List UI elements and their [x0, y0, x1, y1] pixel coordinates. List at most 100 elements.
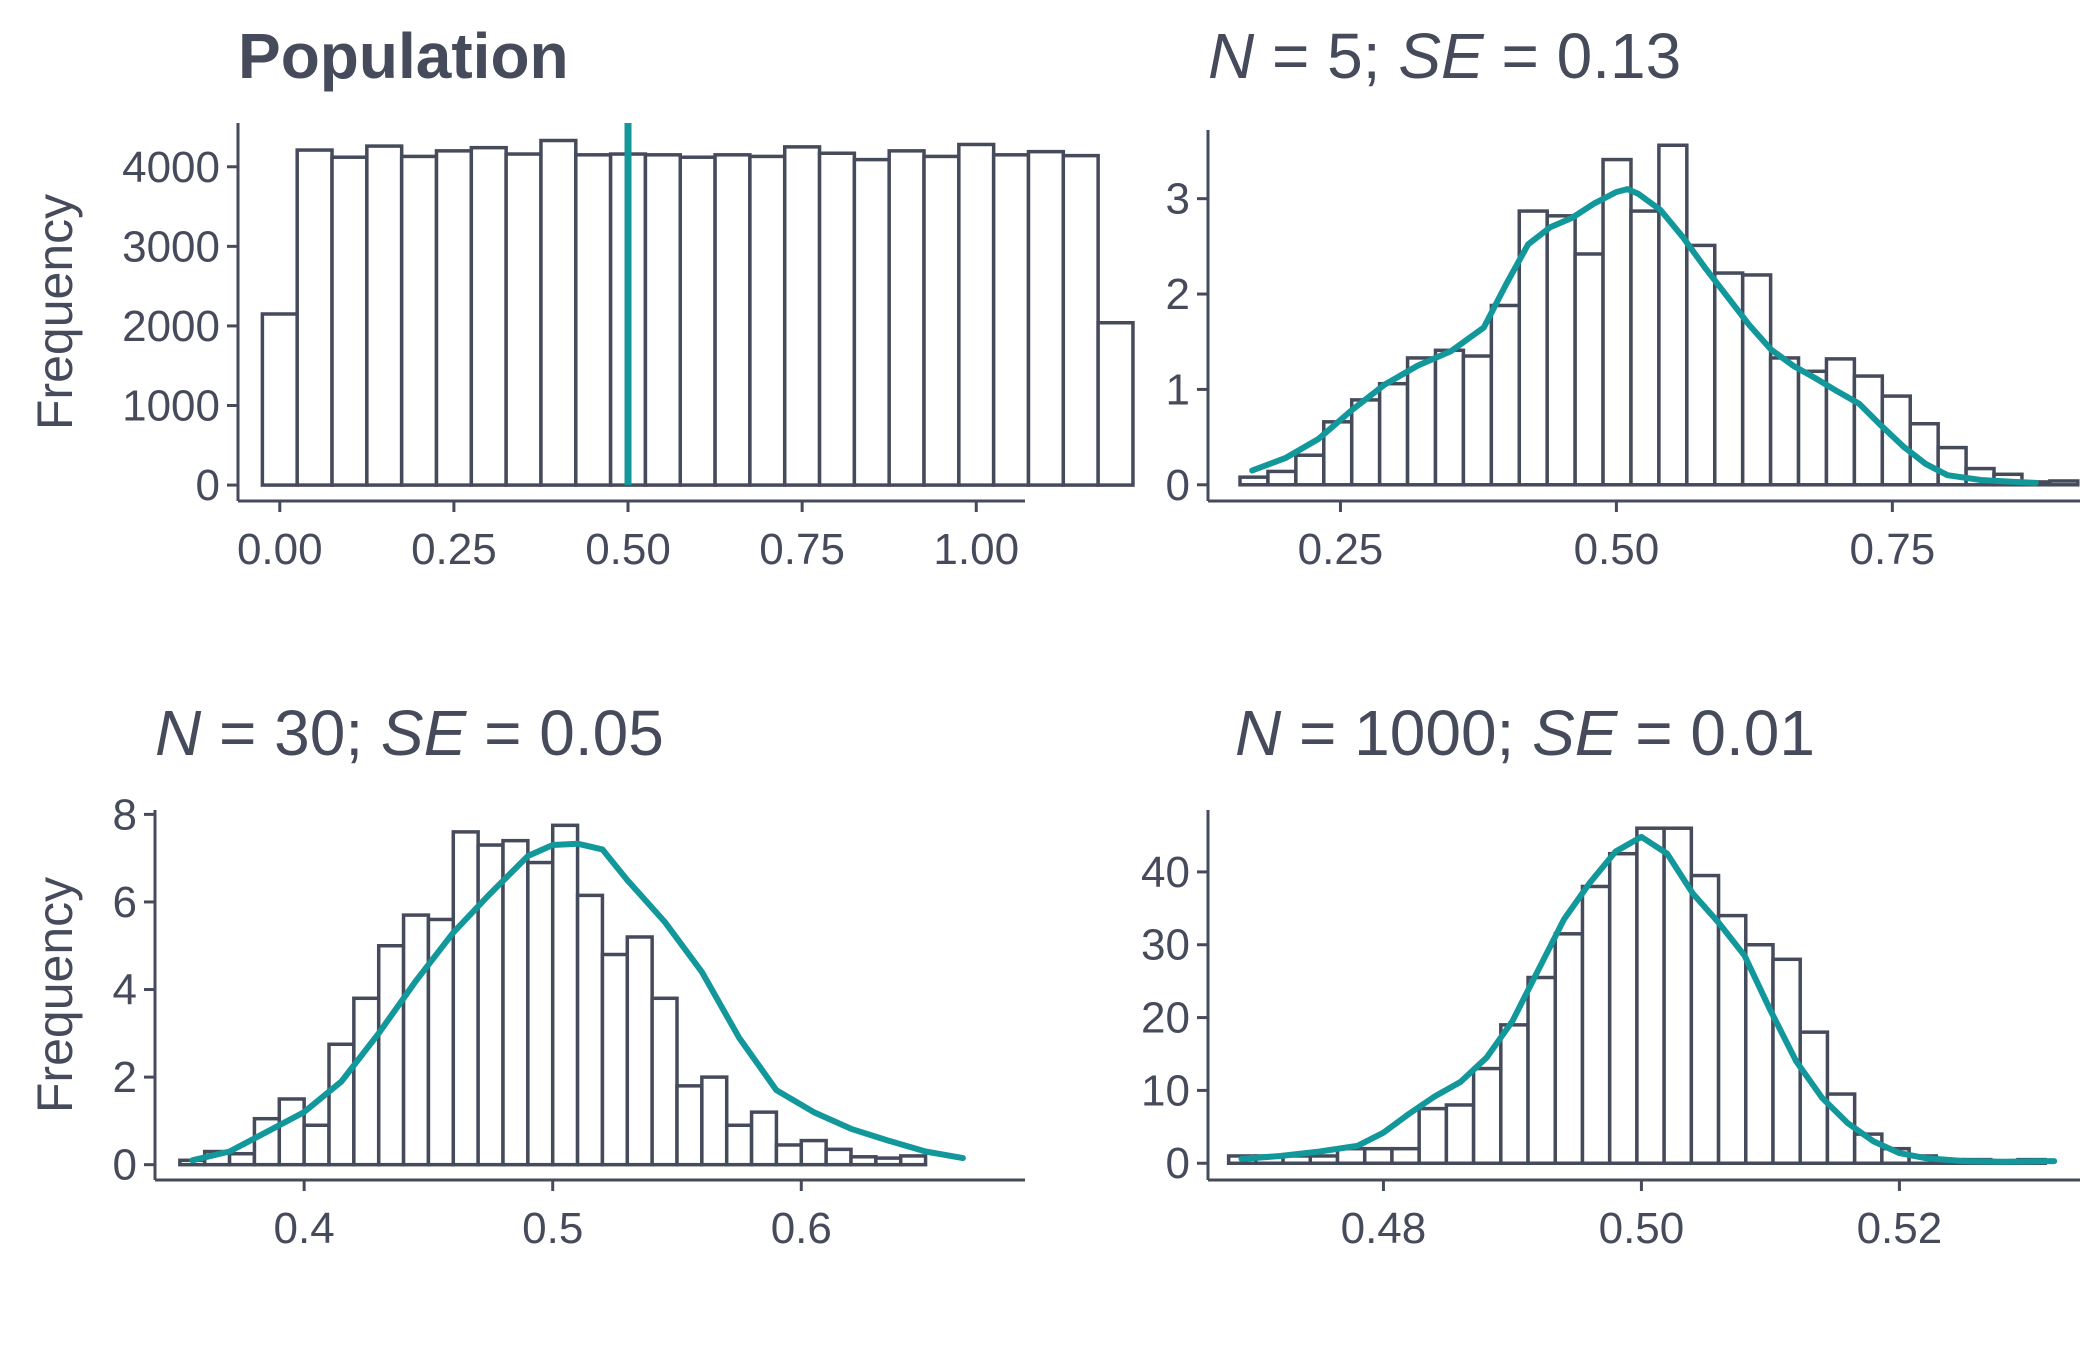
histogram-bar	[504, 152, 543, 487]
histogram-bar	[1657, 143, 1689, 487]
histogram-bar	[1489, 303, 1522, 487]
histogram-bar	[1553, 932, 1585, 1165]
histogram-bar	[874, 1156, 903, 1167]
histogram-bar	[898, 1154, 928, 1167]
panel-1: Population 0.00 0.25 0.50 0.75 1.00 0 1000 2000 3…	[27, 20, 1135, 574]
histogram-bar	[713, 153, 752, 487]
histogram-bar	[774, 1143, 804, 1167]
histogram-bar	[700, 1075, 729, 1167]
histogram-bar	[1433, 348, 1466, 487]
title-part: Population	[238, 20, 569, 92]
title-part: SE	[381, 697, 468, 769]
histogram-bar	[1499, 1023, 1530, 1165]
x-tick-label: 0.25	[411, 525, 497, 574]
x-tick-label: 1.00	[933, 525, 1019, 574]
histogram-bar	[1601, 157, 1633, 487]
y-axis-label: Frequency	[27, 194, 83, 430]
histogram-bar	[1061, 153, 1100, 487]
histogram-bar	[365, 144, 404, 487]
x-tick-label: 0.4	[274, 1204, 335, 1253]
histogram-bar	[1444, 1103, 1476, 1165]
histogram-bar	[277, 1097, 306, 1167]
panel-title: Population	[238, 20, 569, 92]
panel-3: N = 30; SE = 0.05 0.4 0.5 0.6 0 2 4 6 8 Frequency	[27, 697, 1025, 1253]
histogram-bar	[1573, 252, 1605, 487]
histogram-bar	[330, 155, 369, 487]
histogram-bar	[434, 149, 474, 487]
bars	[1238, 143, 2080, 487]
title-part: = 0.13	[1484, 20, 1682, 92]
histogram-bar	[625, 935, 654, 1167]
histogram-bar	[2048, 479, 2080, 487]
histogram-bar	[1294, 453, 1326, 487]
histogram-bar	[799, 1138, 828, 1167]
y-tick-label: 1	[1166, 365, 1190, 414]
x-tick-label: 0.25	[1298, 525, 1384, 574]
histogram-bar	[550, 823, 580, 1167]
histogram-bar	[1740, 273, 1773, 487]
x-tick-label: 0.00	[237, 525, 323, 574]
x-tick-label: 0.48	[1341, 1204, 1427, 1253]
histogram-bar	[1713, 271, 1745, 487]
histogram-bar	[1545, 214, 1577, 487]
histogram-bar	[401, 913, 431, 1167]
histogram-bar	[748, 154, 787, 487]
density-curve	[189, 840, 966, 1164]
histogram-bar	[1635, 826, 1666, 1165]
histogram-bar	[852, 157, 891, 487]
panel-title: N = 5; SE = 0.13	[1208, 20, 1681, 92]
histogram-bar	[376, 943, 406, 1167]
histogram-bar	[1349, 398, 1382, 487]
histogram-bar	[575, 893, 605, 1167]
histogram-bar	[675, 1084, 704, 1167]
y-tick-label: 4	[113, 966, 137, 1015]
histogram-bar	[399, 154, 439, 487]
x-tick-label: 0.50	[1574, 525, 1660, 574]
bars	[178, 823, 928, 1167]
histogram-bar	[1308, 1154, 1340, 1165]
histogram-bar	[1852, 374, 1885, 487]
title-part: = 5;	[1254, 20, 1398, 92]
histogram-bar	[1607, 851, 1639, 1165]
histogram-bar	[724, 1123, 754, 1167]
histogram-bar	[600, 952, 630, 1167]
density-curve	[1249, 186, 2039, 486]
title-part: N	[155, 697, 202, 769]
panel-title: N = 1000; SE = 0.01	[1235, 697, 1815, 769]
title-part: = 0.05	[466, 697, 664, 769]
histogram-bar	[526, 860, 555, 1167]
histogram-bar	[1461, 354, 1494, 487]
panel-4: N = 1000; SE = 0.01 0.48 0.50 0.52 0 10 20 30 40	[1141, 697, 2080, 1253]
histogram-bar	[650, 996, 679, 1167]
histogram-bar	[1662, 826, 1694, 1165]
histogram-bar	[1238, 475, 1270, 487]
histogram-bar	[1417, 1106, 1449, 1165]
histogram-bar	[1377, 381, 1410, 487]
y-axis-label: Frequency	[27, 877, 83, 1113]
histogram-bar	[1685, 243, 1717, 487]
histogram-bar	[817, 151, 857, 487]
histogram-bar	[1796, 369, 1829, 487]
y-tick-label: 2000	[122, 302, 220, 351]
histogram-bar	[295, 148, 334, 487]
histogram-bar	[574, 153, 613, 487]
y-tick-label: 1000	[122, 382, 220, 431]
x-tick-label: 0.75	[1850, 525, 1936, 574]
bars	[1226, 826, 2047, 1165]
histogram-bar	[678, 155, 717, 487]
y-tick-label: 0	[1166, 461, 1190, 510]
title-part: N	[1208, 20, 1255, 92]
y-tick-label: 40	[1141, 848, 1190, 897]
histogram-bar	[501, 838, 530, 1167]
histogram-bar	[1824, 357, 1857, 487]
histogram-bar	[1580, 884, 1612, 1165]
x-tick-label: 0.50	[585, 525, 671, 574]
y-tick-label: 0	[1166, 1139, 1190, 1188]
y-tick-label: 10	[1141, 1066, 1190, 1115]
x-tick-label: 0.75	[759, 525, 845, 574]
histogram-bar	[1266, 469, 1298, 487]
title-part: = 0.01	[1617, 697, 1815, 769]
panel-title: N = 30; SE = 0.05	[155, 697, 664, 769]
title-part: SE	[1398, 20, 1485, 92]
y-tick-label: 20	[1141, 994, 1190, 1043]
